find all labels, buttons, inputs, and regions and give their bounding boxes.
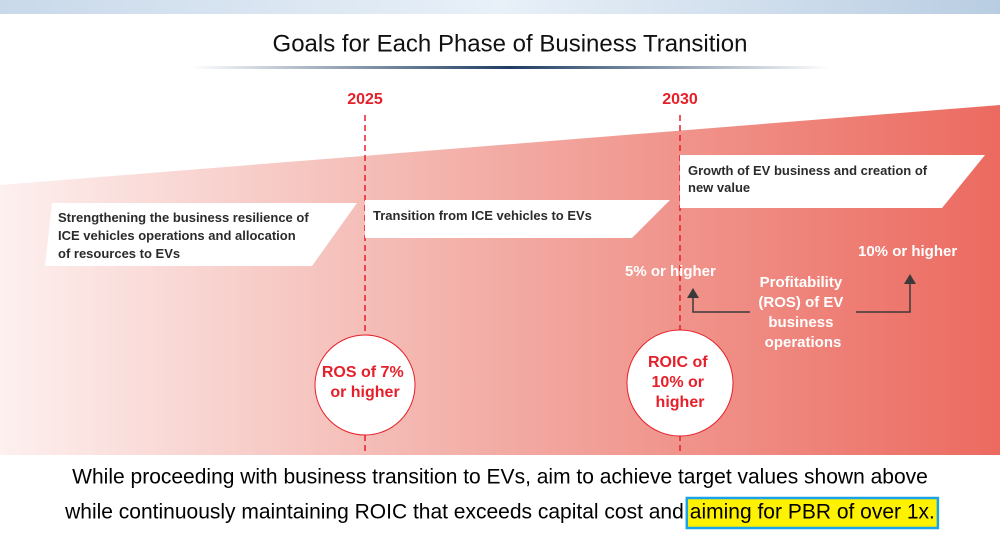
phase-box	[680, 155, 985, 208]
footer-highlight: aiming for PBR of over 1x.	[690, 501, 935, 524]
arrowhead	[904, 274, 916, 284]
target-circle	[626, 329, 734, 437]
phase-text: Strengthening the business resilience of…	[58, 210, 312, 261]
year: 2030	[662, 91, 698, 108]
connector	[856, 282, 911, 313]
phase-text: Transition from ICE vehicles to EVs	[373, 208, 592, 223]
footer-text: while continuously maintaining ROIC that…	[64, 501, 684, 524]
ev-ros-value: 10% or higher	[858, 243, 957, 260]
title: Goals for Each Phase of Business Transit…	[273, 30, 748, 57]
ev-ros-label: Profitability (ROS) of EV business opera…	[758, 274, 847, 351]
highlight-box	[685, 496, 940, 530]
phase-box	[45, 203, 357, 266]
ev-ros-value: 5% or higher	[625, 263, 716, 280]
phase-box	[365, 200, 670, 238]
footer-text: While proceeding with business transitio…	[72, 466, 928, 489]
title-rule	[190, 66, 830, 69]
target-circle	[314, 334, 416, 436]
target-text: ROIC of 10% or higher	[648, 354, 712, 411]
top-band	[0, 0, 1000, 14]
connector	[692, 296, 750, 313]
phase-text: Growth of EV business and creation of ne…	[688, 163, 931, 195]
year: 2025	[347, 91, 383, 108]
target-text: ROS of 7% or higher	[322, 364, 408, 401]
arrowhead	[687, 288, 699, 298]
